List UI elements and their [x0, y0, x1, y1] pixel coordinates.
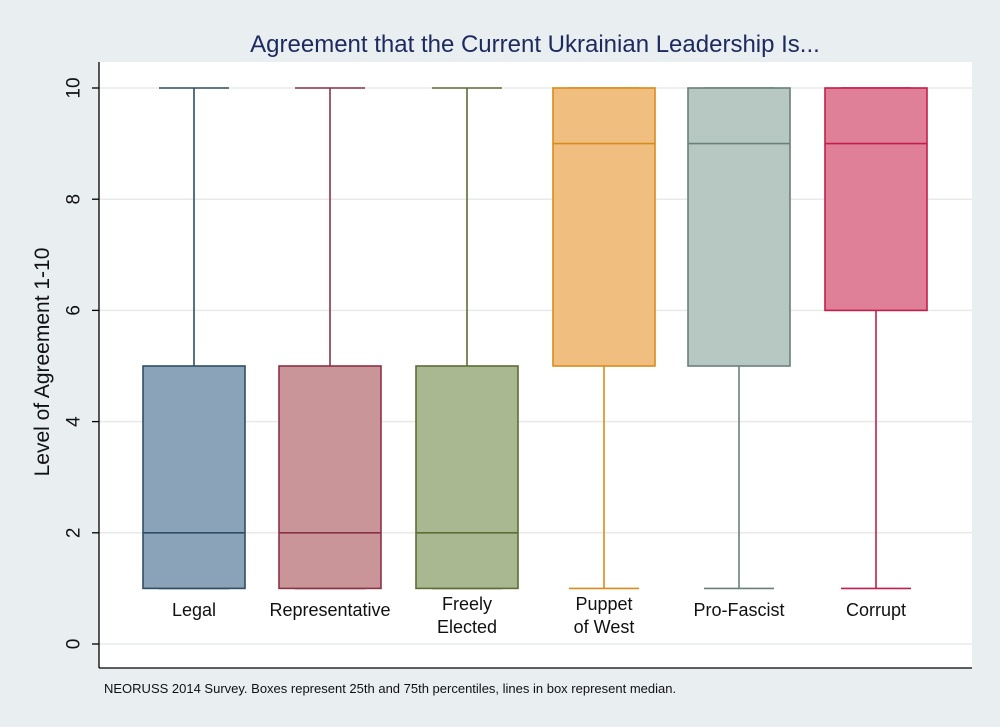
- source-note: NEORUSS 2014 Survey. Boxes represent 25t…: [104, 681, 676, 696]
- category-label: Corrupt: [846, 600, 906, 620]
- y-axis-label: Level of Agreement 1-10: [31, 248, 54, 477]
- category-label-line: Freely: [442, 594, 492, 614]
- category-label: Freely Elected: [437, 594, 497, 637]
- chart-title: Agreement that the Current Ukrainian Lea…: [250, 31, 820, 58]
- y-tick-label: 10: [64, 77, 85, 98]
- box: [824, 87, 928, 312]
- box: [687, 87, 791, 367]
- box-group: [824, 87, 928, 590]
- category-label: Representative: [269, 600, 390, 620]
- box-group: [415, 87, 519, 590]
- category-label-line: Representative: [269, 600, 390, 620]
- box-group: [142, 87, 246, 590]
- y-tick-label: 4: [64, 416, 85, 427]
- box-group: [278, 87, 382, 590]
- box: [278, 365, 382, 590]
- category-label-line: of West: [574, 617, 635, 637]
- boxes: [142, 87, 928, 590]
- box-group: [552, 87, 656, 590]
- category-label-line: Corrupt: [846, 600, 906, 620]
- y-tick-label: 0: [64, 639, 85, 650]
- category-label-line: Pro-Fascist: [693, 600, 784, 620]
- y-tick-label: 2: [64, 528, 85, 539]
- category-label: Puppet of West: [574, 594, 635, 637]
- box: [415, 365, 519, 590]
- category-label-line: Legal: [172, 600, 216, 620]
- box-group: [687, 87, 791, 590]
- box: [142, 365, 246, 590]
- axes: 0 2 4 6 8 10: [64, 62, 972, 669]
- category-label: Pro-Fascist: [693, 600, 784, 620]
- box: [552, 87, 656, 367]
- category-label: Legal: [172, 600, 216, 620]
- category-label-line: Puppet: [575, 594, 632, 614]
- category-labels: Legal Representative Freely Elected Puppet of…: [172, 594, 906, 637]
- category-label-line: Elected: [437, 617, 497, 637]
- y-tick-label: 6: [64, 305, 85, 316]
- y-tick-label: 8: [64, 194, 85, 205]
